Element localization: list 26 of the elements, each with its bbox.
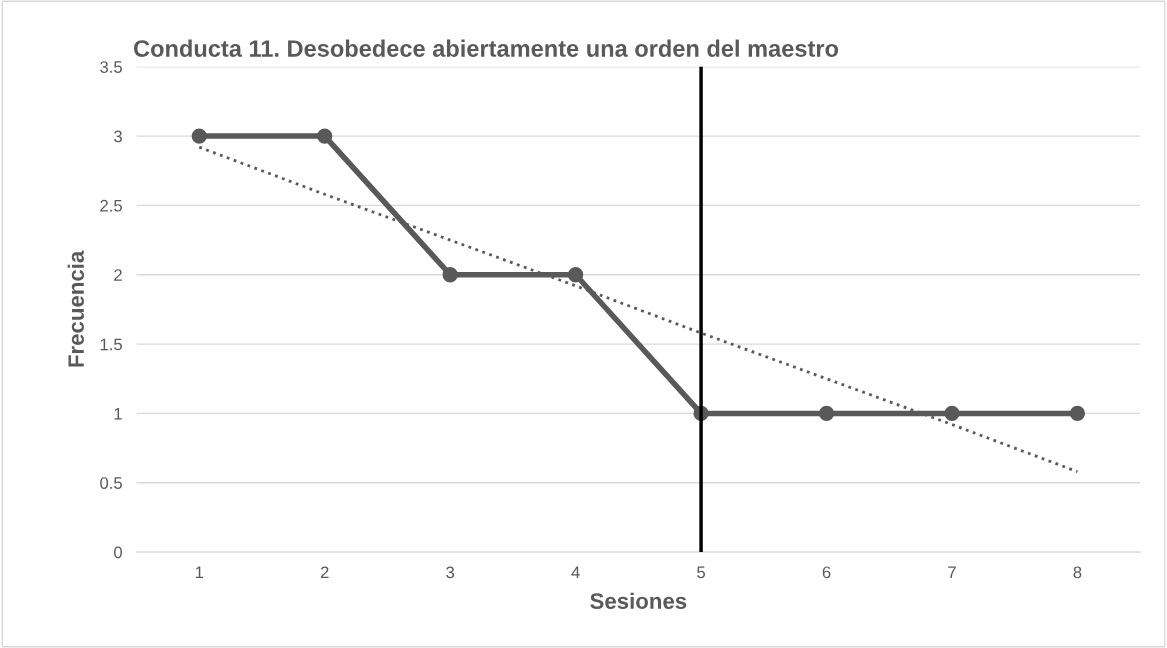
x-axis-title: Sesiones <box>590 592 687 609</box>
x-tick-label: 6 <box>822 566 831 579</box>
point <box>818 405 835 422</box>
y-tick-label: 1 <box>114 408 122 420</box>
point <box>442 267 458 283</box>
y-tick-label: 0 <box>114 546 122 559</box>
x-tick-label: 2 <box>320 566 329 579</box>
x-tick-label: 3 <box>446 566 455 579</box>
x-tick-label: 5 <box>697 566 706 579</box>
x-tick-label: 4 <box>571 566 580 579</box>
y-tick-label: 3 <box>114 130 122 143</box>
point <box>567 267 584 283</box>
point <box>191 128 207 144</box>
y-axis-title: Frecuencia <box>67 250 84 367</box>
chart-title: Conducta 11. Desobedece abiertamente una orden del maestro <box>134 39 839 57</box>
y-tick-label: 2.5 <box>100 199 122 212</box>
y-tick-label: 1.5 <box>100 338 122 351</box>
x-tick-label: 8 <box>1073 566 1082 579</box>
point <box>944 405 960 422</box>
y-tick-label: 0.5 <box>100 477 122 489</box>
point <box>1069 405 1086 422</box>
y-tick-label: 3.5 <box>100 61 122 73</box>
x-tick-label: 7 <box>948 566 956 579</box>
y-tick-label: 2 <box>114 269 122 281</box>
point <box>317 128 333 144</box>
x-tick-label: 1 <box>195 566 204 579</box>
